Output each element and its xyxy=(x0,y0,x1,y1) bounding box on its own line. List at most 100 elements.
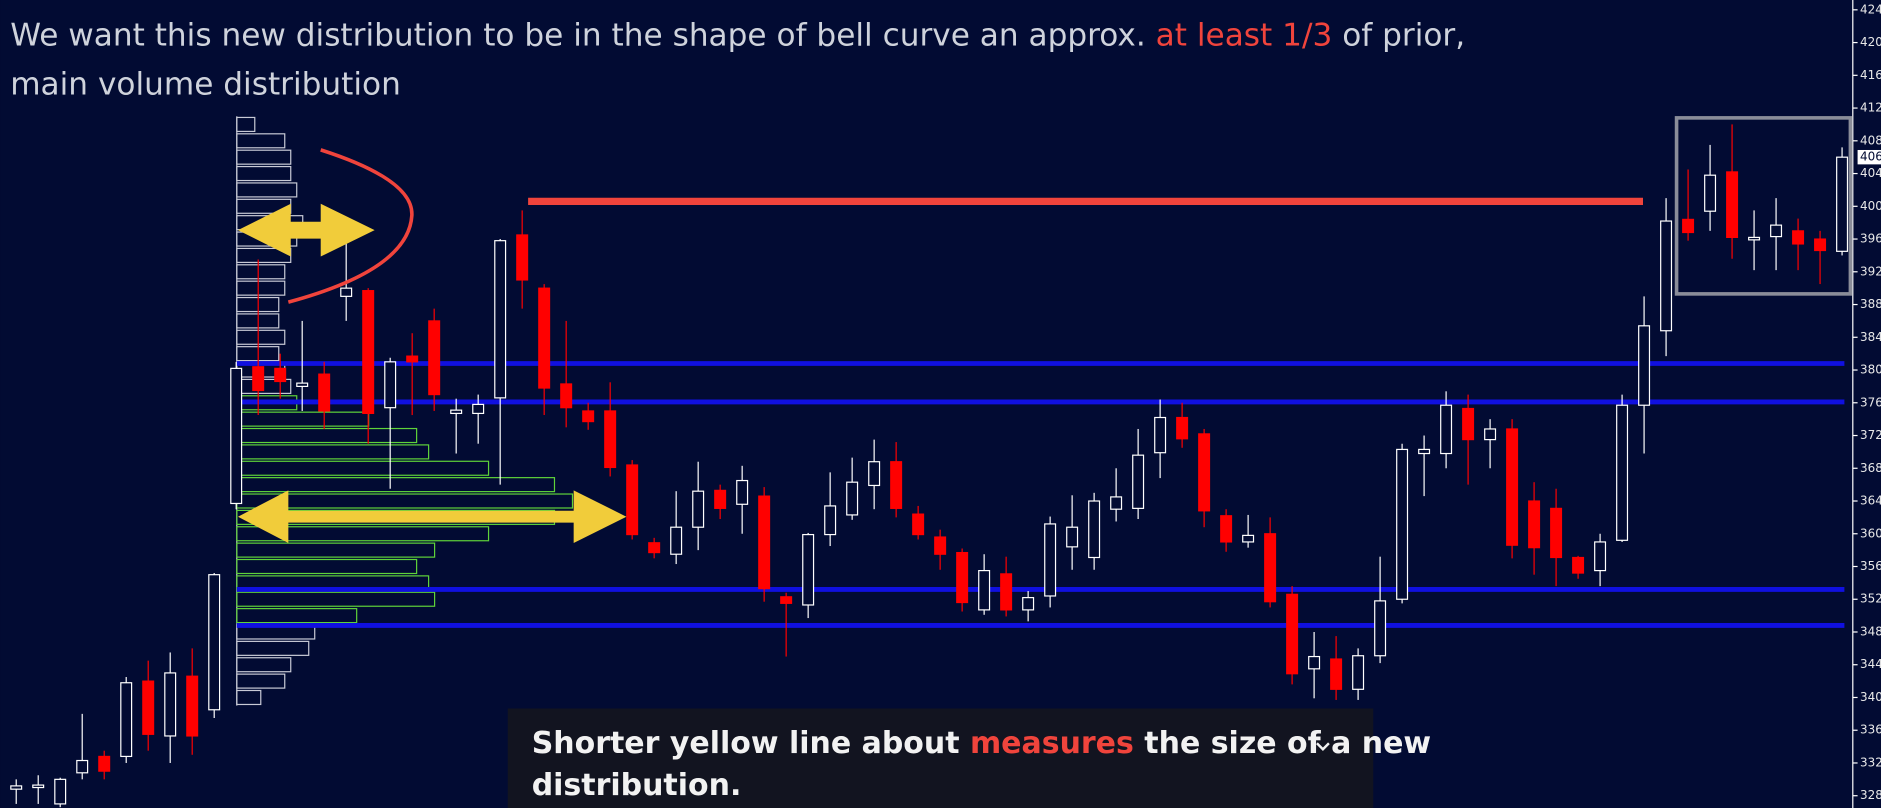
consolidation-box xyxy=(1674,116,1853,296)
candle-body xyxy=(1748,236,1761,241)
candle-body xyxy=(1462,407,1475,441)
candle-body xyxy=(450,409,463,415)
candle-body xyxy=(1286,593,1299,675)
candle-body xyxy=(1814,238,1827,252)
candle-body xyxy=(1682,218,1695,234)
candle-body xyxy=(186,675,199,737)
candle-body xyxy=(890,461,903,509)
candle-body xyxy=(32,784,45,789)
candle-body xyxy=(714,489,727,509)
y-tick-label: 352 xyxy=(1860,592,1881,606)
y-tick-label: 344 xyxy=(1860,657,1881,671)
candle-body xyxy=(296,382,309,387)
profile-bar xyxy=(236,264,286,280)
candle-body xyxy=(934,536,947,555)
candle-body xyxy=(1704,174,1717,212)
candle-body xyxy=(98,755,111,772)
caption-text: the size of a new xyxy=(1134,726,1431,761)
candle-body xyxy=(780,596,793,604)
candle-body xyxy=(516,234,529,281)
y-tick-label: 348 xyxy=(1860,624,1881,638)
profile-bar xyxy=(236,280,286,296)
caption-line-1: Shorter yellow line about measures the s… xyxy=(532,726,1431,761)
candle-body xyxy=(274,367,287,383)
candle-body xyxy=(340,287,353,297)
candle-body xyxy=(956,551,969,604)
y-tick-label: 396 xyxy=(1860,232,1881,246)
candle-body xyxy=(428,320,441,396)
profile-bar xyxy=(236,182,298,198)
y-tick-label: 400 xyxy=(1860,199,1881,213)
candle-body xyxy=(1066,526,1079,548)
candle-body xyxy=(670,526,683,555)
candle-body xyxy=(648,542,661,554)
candle-body xyxy=(912,513,925,536)
candle-body xyxy=(560,383,573,409)
profile-bar xyxy=(236,657,292,673)
candle-body xyxy=(1418,448,1431,455)
candle-body xyxy=(1594,541,1607,572)
last-price-box xyxy=(1857,149,1881,165)
candle-body xyxy=(1264,533,1277,603)
candle-body xyxy=(1440,404,1453,455)
candle-body xyxy=(1506,428,1519,546)
candle-body xyxy=(252,366,265,392)
candles xyxy=(10,124,1849,808)
caption-expand-chevron[interactable] xyxy=(1316,742,1330,751)
long-arrow xyxy=(237,490,627,544)
profile-bar xyxy=(236,640,310,656)
candle-body xyxy=(1242,534,1255,543)
y-tick-label: 384 xyxy=(1860,330,1881,344)
y-tick-label: 392 xyxy=(1860,264,1881,278)
candle-body xyxy=(1770,224,1783,238)
candle-body xyxy=(10,785,23,790)
candle-body xyxy=(1220,515,1233,543)
profile-bar xyxy=(236,165,292,182)
candle-body xyxy=(1572,556,1585,574)
candle-body xyxy=(1330,658,1343,690)
y-tick-label: 356 xyxy=(1860,559,1881,573)
candle-body xyxy=(846,481,859,516)
candle-body xyxy=(692,490,705,528)
y-tick-label: 368 xyxy=(1860,461,1881,475)
caption-line-2: distribution. xyxy=(532,768,742,803)
candle-body xyxy=(1352,655,1365,690)
y-tick-label: 380 xyxy=(1860,363,1881,377)
candle-body xyxy=(142,680,155,735)
highlight-arc xyxy=(287,148,414,304)
candle-body xyxy=(1176,416,1189,440)
candle-body xyxy=(582,410,595,423)
candle-body xyxy=(1396,448,1409,600)
candle-body xyxy=(1198,433,1211,512)
candle-body xyxy=(626,464,639,536)
profile-bar xyxy=(236,149,292,165)
y-tick-label: 412 xyxy=(1860,101,1881,115)
profile-bar xyxy=(236,133,286,149)
candle-body xyxy=(472,403,485,415)
y-tick-label: 332 xyxy=(1860,755,1881,769)
candle-body xyxy=(1374,600,1387,657)
candle-body xyxy=(802,533,815,606)
candle-body xyxy=(1088,500,1101,559)
profile-bar xyxy=(236,542,436,558)
candle-body xyxy=(824,505,837,536)
profile-bar xyxy=(236,689,262,706)
profile-bar xyxy=(236,608,358,624)
candle-body xyxy=(1154,416,1167,454)
level-lines xyxy=(236,116,1853,628)
candle-body xyxy=(164,672,177,737)
candle-body xyxy=(230,367,243,505)
candle-body xyxy=(1132,454,1145,509)
caption-text: Shorter yellow line about xyxy=(532,726,970,761)
candle-body xyxy=(538,287,551,389)
candle-body xyxy=(120,682,133,758)
y-tick-label: 340 xyxy=(1860,690,1881,704)
profile-bar xyxy=(236,673,286,689)
annotation-line-2: main volume distribution xyxy=(10,67,401,103)
candle-body xyxy=(384,361,397,409)
candle-body xyxy=(1726,171,1739,239)
profile-bar xyxy=(236,558,418,575)
candle-body xyxy=(1836,156,1849,252)
annotation-text: We want this new distribution to be in t… xyxy=(10,18,1155,54)
